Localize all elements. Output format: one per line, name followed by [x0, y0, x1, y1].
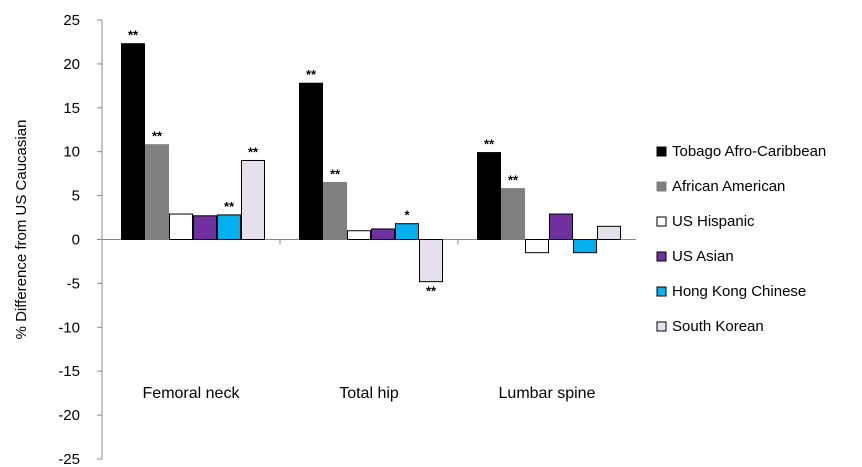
legend-label: Hong Kong Chinese — [672, 283, 806, 300]
legend-label: US Asian — [672, 248, 734, 265]
significance-marker: ** — [152, 129, 163, 144]
legend-swatch — [656, 146, 667, 157]
bar — [299, 82, 323, 240]
significance-marker: * — [404, 208, 410, 223]
y-tick-label: -15 — [58, 363, 80, 380]
bar — [371, 228, 395, 241]
significance-marker: ** — [248, 144, 259, 159]
significance-marker: ** — [330, 166, 341, 181]
bar — [347, 230, 371, 241]
category-label: Femoral neck — [143, 385, 241, 402]
bars — [121, 43, 621, 283]
y-tick-label: 25 — [63, 12, 80, 29]
legend-swatch — [656, 181, 667, 192]
bar — [597, 225, 621, 241]
bar — [501, 188, 525, 241]
significance-marker: ** — [426, 284, 437, 299]
significance-marker: ** — [484, 137, 495, 152]
significance-marker: ** — [128, 28, 139, 43]
legend-swatch — [656, 216, 667, 227]
bar — [193, 215, 217, 241]
legend-swatch — [656, 286, 667, 297]
y-tick-label: 0 — [72, 232, 80, 249]
category-label: Lumbar spine — [499, 385, 596, 402]
bar — [241, 159, 265, 240]
legend: Tobago Afro-Caribbean African American US … — [656, 143, 826, 335]
y-tick-label: 15 — [63, 100, 80, 117]
significance-markers: ******************* — [128, 28, 519, 299]
y-tick-label: 20 — [63, 56, 80, 73]
y-tick-label: -20 — [58, 407, 80, 424]
bar — [145, 144, 169, 240]
bar — [395, 223, 419, 240]
bar — [323, 181, 347, 240]
y-tick-label: 5 — [72, 188, 80, 205]
legend-swatch — [656, 321, 667, 332]
bar — [549, 213, 573, 240]
significance-marker: ** — [508, 173, 519, 188]
legend-label: South Korean — [672, 318, 764, 335]
y-tick-label: 10 — [63, 144, 80, 161]
significance-marker: ** — [224, 199, 235, 214]
bar — [477, 152, 501, 240]
y-axis-title: % Difference from US Caucasian — [13, 120, 30, 340]
significance-marker: ** — [306, 67, 317, 82]
bar — [419, 239, 443, 283]
legend-label: African American — [672, 178, 785, 195]
bar — [169, 213, 193, 240]
category-label: Total hip — [339, 385, 399, 402]
y-tick-label: -25 — [58, 451, 80, 467]
legend-label: Tobago Afro-Caribbean — [672, 143, 826, 160]
bar — [121, 43, 145, 241]
legend-swatch — [656, 251, 667, 262]
bar — [525, 239, 549, 254]
bar — [217, 214, 241, 240]
bar — [573, 239, 597, 254]
legend-label: US Hispanic — [672, 213, 755, 230]
y-tick-label: -5 — [67, 275, 80, 292]
axes: -25 -20 -15 -10 -5 0 5 10 15 20 25 % Difference fro… — [13, 12, 636, 467]
y-tick-label: -10 — [58, 319, 80, 336]
